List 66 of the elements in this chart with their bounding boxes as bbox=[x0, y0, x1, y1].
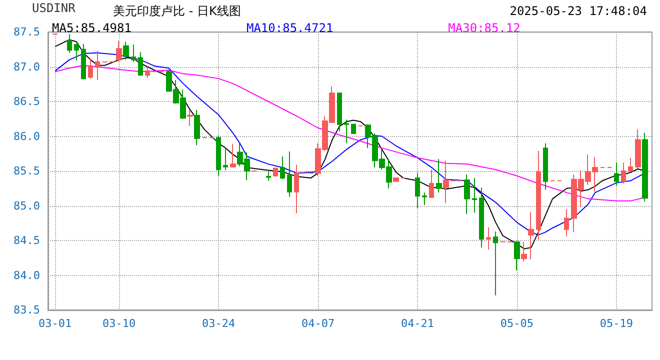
x-tick-label: 04-07 bbox=[301, 317, 335, 330]
candlestick bbox=[88, 58, 93, 80]
candlestick bbox=[194, 109, 200, 146]
candlestick bbox=[230, 143, 236, 168]
candlestick bbox=[514, 240, 520, 271]
x-tick-label: 03-24 bbox=[202, 317, 236, 330]
candlestick bbox=[628, 157, 633, 172]
candlestick bbox=[145, 66, 150, 78]
x-tick-label: 03-01 bbox=[38, 317, 72, 330]
candlestick bbox=[223, 148, 228, 171]
y-tick-label: 86.5 bbox=[14, 95, 40, 108]
candlestick bbox=[116, 40, 122, 62]
x-tick-label: 04-21 bbox=[400, 317, 434, 330]
text: MA10:85.4721 bbox=[246, 21, 334, 35]
candlestick bbox=[642, 132, 648, 202]
chart-title: 美元印度卢比 - 日K线图 bbox=[113, 4, 241, 18]
candlestick bbox=[287, 151, 292, 198]
candlestick bbox=[564, 208, 569, 237]
text: USDINR bbox=[32, 1, 76, 15]
y-tick-label: 87.5 bbox=[14, 26, 40, 38]
candlestick bbox=[344, 119, 349, 144]
candlestick bbox=[536, 150, 541, 240]
x-tick-label: 05-05 bbox=[500, 317, 534, 330]
y-tick-label: 86.0 bbox=[14, 130, 40, 143]
candlestick bbox=[543, 142, 548, 190]
candlestick bbox=[486, 226, 491, 250]
candlestick bbox=[74, 43, 79, 61]
x-tick-label: 03-10 bbox=[102, 317, 136, 330]
x-tick-label: 05-19 bbox=[600, 317, 634, 330]
y-tick-label: 84.0 bbox=[14, 268, 40, 282]
y-tick-label: 87.0 bbox=[14, 60, 40, 74]
candlestick bbox=[273, 167, 278, 178]
chart-subtitle: 2025-05-23 17:48:04 bbox=[510, 4, 648, 18]
candlestick bbox=[614, 162, 619, 186]
y-tick-label: 84.5 bbox=[14, 234, 40, 247]
candlestick bbox=[266, 170, 271, 182]
candlestick bbox=[621, 162, 626, 184]
y-tick-label: 85.0 bbox=[14, 199, 40, 212]
candlestick bbox=[81, 43, 86, 80]
candlestick bbox=[422, 192, 427, 206]
candlestick bbox=[294, 164, 299, 214]
y-tick-label: 85.5 bbox=[14, 164, 40, 178]
y-tick-label: 83.5 bbox=[14, 304, 40, 316]
candlestick bbox=[280, 156, 285, 180]
candlestick bbox=[415, 172, 420, 208]
candlestick bbox=[138, 52, 143, 76]
candlestick bbox=[95, 50, 100, 80]
candlestick bbox=[337, 92, 342, 132]
series-label: MA5:85.4981 bbox=[52, 21, 132, 35]
candlestick bbox=[635, 128, 641, 169]
candlestick bbox=[436, 158, 442, 194]
candlestick bbox=[493, 230, 498, 296]
candlestick bbox=[472, 177, 477, 214]
candlestick bbox=[393, 177, 399, 182]
candlestick bbox=[464, 174, 470, 215]
candlestick bbox=[351, 123, 356, 135]
candlestick bbox=[216, 135, 221, 176]
candlestick bbox=[479, 187, 484, 248]
candlestick bbox=[131, 44, 136, 62]
candlestick bbox=[528, 212, 534, 260]
candlestick bbox=[429, 169, 434, 198]
candlestick bbox=[123, 41, 129, 60]
candlestick bbox=[521, 241, 527, 262]
text: MA30:85.12 bbox=[448, 21, 520, 35]
candlestick bbox=[187, 109, 193, 126]
candlestick bbox=[67, 34, 72, 54]
